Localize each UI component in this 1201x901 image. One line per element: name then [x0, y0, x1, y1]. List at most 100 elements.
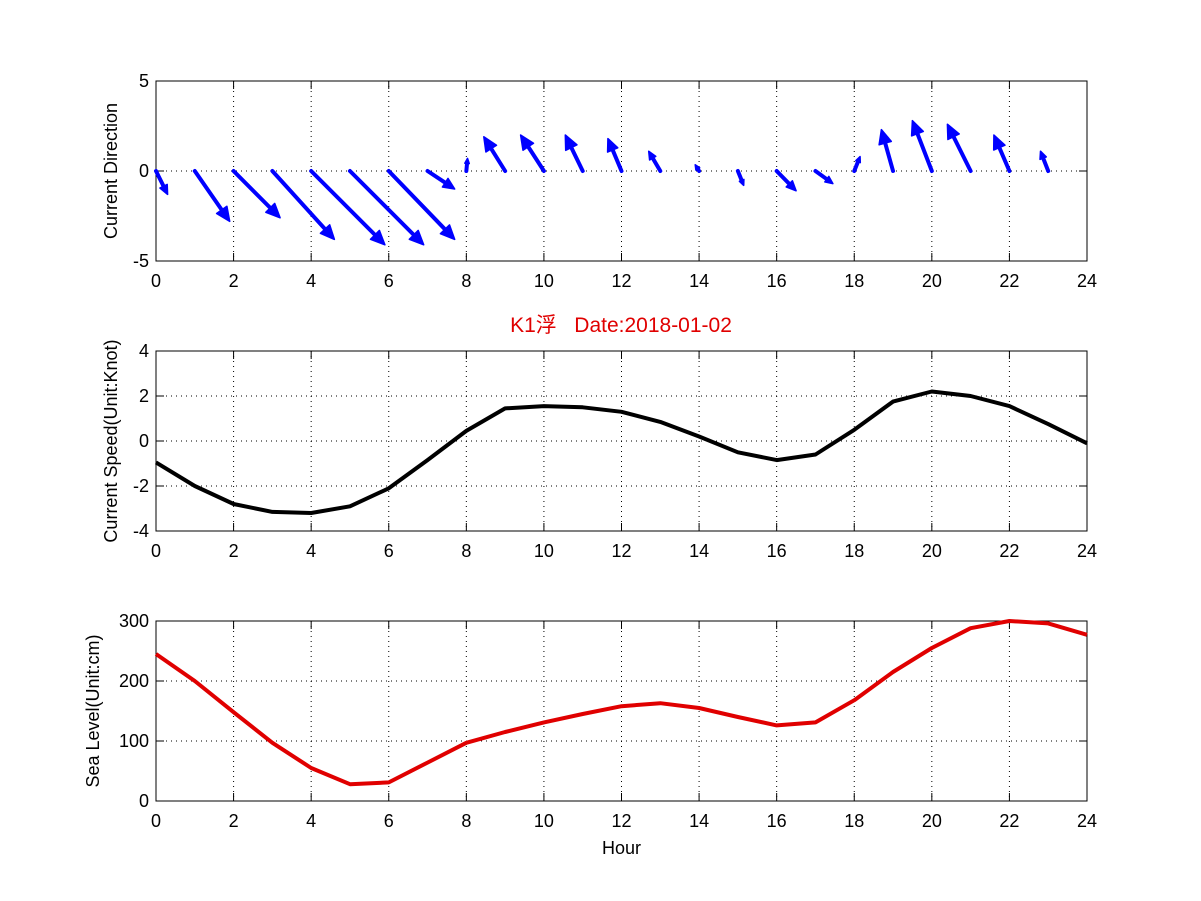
x-tick-label: 24	[1077, 271, 1097, 291]
arrow-head	[1039, 150, 1048, 161]
direction-arrow	[946, 123, 973, 173]
y-tick-label: 300	[119, 611, 149, 631]
x-tick-label: 12	[611, 811, 631, 831]
x-tick-label: 2	[229, 271, 239, 291]
direction-arrow	[910, 119, 934, 173]
x-tick-label: 22	[999, 271, 1019, 291]
arrow-shaft	[464, 161, 470, 173]
direction-arrow	[647, 150, 663, 173]
direction-arrow	[992, 134, 1012, 173]
arrow-shaft	[813, 169, 829, 182]
arrow-shaft	[489, 146, 508, 173]
x-tick-label: 8	[461, 541, 471, 561]
arrow-shaft	[735, 169, 744, 183]
arrow-shaft	[997, 145, 1012, 173]
direction-arrow	[347, 169, 425, 246]
speed-series-line	[154, 389, 1088, 515]
x-tick-label: 6	[384, 811, 394, 831]
x-tick-label: 22	[999, 811, 1019, 831]
y-tick-label: 4	[139, 341, 149, 361]
x-tick-label: 24	[1077, 541, 1097, 561]
direction-arrow	[564, 134, 585, 173]
arrow-head	[878, 128, 893, 146]
y-tick-label: 2	[139, 386, 149, 406]
x-tick-label: 6	[384, 271, 394, 291]
arrow-head	[647, 150, 657, 161]
x-tick-label: 16	[767, 271, 787, 291]
y-tick-label: 100	[119, 731, 149, 751]
arrow-head	[992, 134, 1006, 151]
direction-arrow	[813, 169, 834, 185]
direction-arrow	[154, 169, 169, 196]
x-tick-label: 14	[689, 811, 709, 831]
arrow-head	[824, 175, 834, 185]
arrow-head	[694, 163, 701, 171]
arrow-head	[564, 134, 578, 152]
arrow-head	[159, 183, 169, 196]
arrow-head	[439, 224, 456, 241]
y-tick-label: 200	[119, 671, 149, 691]
arrow-shaft	[610, 147, 624, 173]
arrow-head	[319, 224, 336, 241]
x-tick-label: 10	[534, 541, 554, 561]
x-tick-label: 18	[844, 541, 864, 561]
direction-arrow	[309, 169, 386, 246]
sealevel-series-line	[154, 619, 1088, 787]
x-tick-label: 12	[611, 541, 631, 561]
y-axis-label: Current Direction	[101, 103, 121, 239]
x-tick-label: 16	[767, 811, 787, 831]
arrow-shaft	[774, 169, 792, 186]
x-tick-label: 12	[611, 271, 631, 291]
arrow-head	[215, 205, 231, 223]
arrow-shaft	[951, 134, 973, 173]
x-tick-label: 10	[534, 271, 554, 291]
x-tick-label: 16	[767, 541, 787, 561]
direction-arrow	[735, 169, 745, 187]
y-tick-label: 0	[139, 791, 149, 811]
direction-arrow	[425, 169, 456, 190]
direction-arrow	[878, 128, 896, 173]
y-tick-label: -2	[133, 476, 149, 496]
arrow-head	[855, 155, 862, 164]
arrow-head	[464, 157, 471, 165]
direction-arrow	[192, 169, 231, 223]
x-tick-label: 20	[922, 541, 942, 561]
arrow-shaft	[154, 169, 166, 189]
arrow-head	[519, 134, 535, 151]
direction-arrow	[483, 136, 508, 173]
arrow-shaft	[526, 144, 546, 173]
chart-title: K1浮 Date:2018-01-02	[510, 314, 732, 337]
x-tick-label: 0	[151, 541, 161, 561]
x-tick-label: 10	[534, 811, 554, 831]
x-tick-label: 8	[461, 811, 471, 831]
x-tick-label: 2	[229, 811, 239, 831]
arrow-shaft	[425, 169, 448, 185]
arrow-shaft	[386, 169, 447, 232]
direction-arrow	[1039, 150, 1051, 173]
arrow-shaft	[231, 169, 273, 210]
arrow-shaft	[270, 169, 328, 232]
x-tick-label: 20	[922, 811, 942, 831]
arrow-head	[369, 229, 386, 246]
x-tick-label: 4	[306, 271, 316, 291]
y-tick-label: -5	[133, 251, 149, 271]
x-tick-label: 2	[229, 541, 239, 561]
x-tick-label: 18	[844, 811, 864, 831]
arrow-head	[910, 119, 925, 137]
arrow-head	[265, 202, 281, 219]
x-tick-label: 0	[151, 811, 161, 831]
direction-arrow	[231, 169, 281, 219]
arrow-shaft	[915, 131, 934, 173]
arrow-head	[606, 137, 619, 153]
arrow-shaft	[309, 169, 377, 237]
arrow-head	[483, 136, 498, 153]
x-tick-label: 18	[844, 271, 864, 291]
arrow-shaft	[883, 141, 896, 173]
direction-arrow	[386, 169, 456, 241]
direction-arrow	[694, 163, 702, 173]
x-tick-label: 14	[689, 541, 709, 561]
